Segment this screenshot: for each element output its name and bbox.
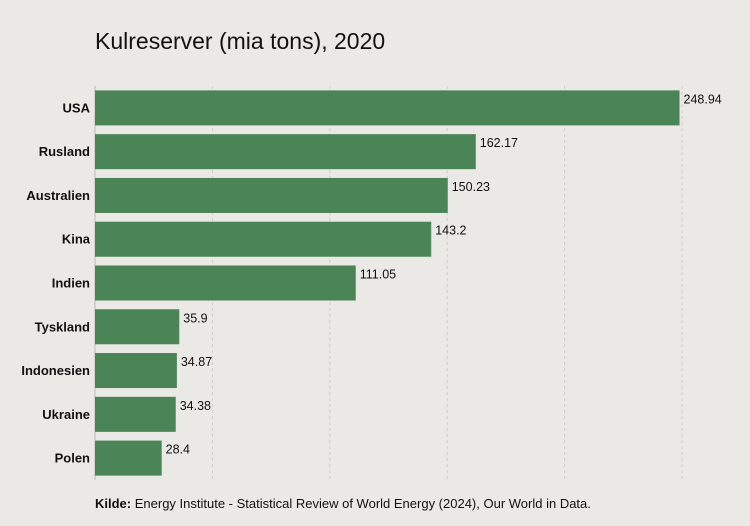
source-note: Kilde: Energy Institute - Statistical Re…: [95, 496, 591, 511]
bar: [95, 353, 177, 389]
bar: [95, 309, 180, 345]
bar: [95, 90, 680, 126]
category-label: Indonesien: [21, 363, 90, 378]
bars: [95, 90, 680, 476]
bar: [95, 396, 176, 432]
category-label: Rusland: [39, 144, 90, 159]
category-label: Ukraine: [42, 407, 90, 422]
bar: [95, 134, 476, 170]
category-label: Kina: [62, 232, 91, 247]
bar: [95, 177, 448, 213]
category-label: Australien: [26, 188, 90, 203]
source-text: Energy Institute - Statistical Review of…: [131, 496, 591, 511]
chart-title: Kulreserver (mia tons), 2020: [95, 28, 386, 54]
value-label: 248.94: [684, 92, 722, 106]
bar: [95, 221, 432, 257]
value-label: 143.2: [435, 224, 466, 238]
value-label: 34.38: [180, 399, 211, 413]
category-label: Polen: [55, 451, 90, 466]
value-label: 34.87: [181, 355, 212, 369]
category-labels: USA Rusland Australien Kina Indien Tyskland In…: [21, 100, 90, 465]
value-label: 150.23: [452, 180, 490, 194]
bar: [95, 265, 356, 301]
source-label: Kilde:: [95, 496, 132, 511]
bar: [95, 440, 162, 476]
value-label: 35.9: [183, 311, 207, 325]
value-label: 28.4: [166, 443, 190, 457]
category-label: USA: [63, 100, 91, 115]
value-labels: 248.94 162.17 150.23 143.2 111.05 35.9 34.87 34…: [166, 92, 722, 456]
value-label: 162.17: [480, 136, 518, 150]
value-label: 111.05: [360, 267, 396, 281]
category-label: Indien: [52, 276, 90, 291]
category-label: Tyskland: [35, 319, 90, 334]
